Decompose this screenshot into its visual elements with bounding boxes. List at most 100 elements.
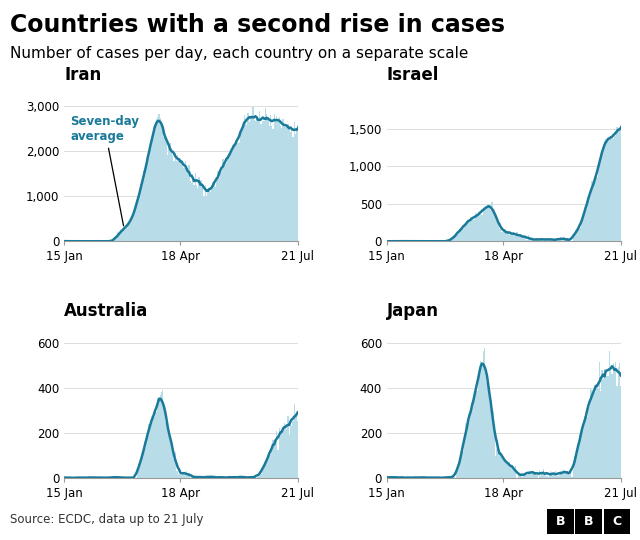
Bar [193, 185, 195, 241]
Bar [548, 239, 549, 241]
Bar [545, 239, 547, 241]
Bar [499, 451, 500, 478]
Bar [556, 476, 557, 478]
Bar [295, 134, 296, 241]
Bar [193, 477, 195, 478]
Bar [247, 113, 248, 241]
Bar [579, 435, 580, 478]
Bar [565, 474, 566, 478]
Bar [574, 235, 575, 241]
Bar [188, 171, 189, 241]
Bar [145, 168, 146, 241]
Bar [509, 462, 510, 478]
Bar [290, 132, 291, 241]
Bar [281, 128, 282, 241]
Bar [244, 119, 246, 241]
Bar [175, 153, 176, 241]
Bar [467, 428, 468, 478]
Bar [141, 455, 142, 478]
Bar [548, 477, 549, 478]
Bar [505, 462, 506, 478]
Bar [410, 477, 412, 478]
Bar [101, 477, 102, 478]
Bar [88, 477, 90, 478]
Bar [92, 477, 93, 478]
Bar [180, 159, 181, 241]
Bar [164, 422, 166, 478]
Bar [138, 464, 140, 478]
Bar [577, 455, 578, 478]
Bar [580, 436, 581, 478]
Bar [569, 475, 570, 478]
Bar [612, 139, 614, 241]
Bar [202, 477, 204, 478]
Bar [397, 477, 399, 478]
Bar [515, 467, 516, 478]
Bar [159, 114, 160, 241]
Bar [525, 472, 526, 478]
Bar [590, 389, 591, 478]
Bar [278, 117, 280, 241]
Bar [148, 424, 150, 478]
Bar [515, 235, 516, 241]
Bar [584, 416, 585, 478]
Bar [185, 161, 186, 241]
Bar [291, 128, 292, 241]
Bar [610, 138, 611, 241]
Bar [202, 186, 204, 241]
Bar [142, 183, 143, 241]
Bar [588, 197, 589, 241]
Bar [607, 138, 609, 241]
Bar [489, 204, 490, 241]
Bar [107, 477, 108, 478]
Bar [150, 146, 151, 241]
Bar [217, 477, 218, 478]
Bar [265, 462, 266, 478]
Bar [159, 397, 160, 478]
Bar [465, 423, 467, 478]
Bar [290, 420, 291, 478]
Bar [545, 471, 547, 478]
Bar [508, 466, 509, 478]
Bar [556, 240, 557, 241]
Bar [264, 121, 265, 241]
Bar [176, 161, 177, 241]
Bar [615, 136, 616, 241]
Bar [271, 449, 272, 478]
Bar [260, 124, 261, 241]
Bar [269, 453, 270, 478]
Bar [96, 477, 97, 478]
Bar [214, 183, 215, 241]
Bar [535, 472, 536, 478]
Bar [223, 161, 225, 241]
Bar [609, 138, 610, 241]
Text: Iran: Iran [64, 65, 101, 84]
Bar [152, 421, 154, 478]
Bar [167, 156, 168, 241]
Bar [514, 235, 515, 241]
Bar [161, 123, 162, 241]
Text: Seven-day
average: Seven-day average [70, 115, 140, 226]
Bar [611, 374, 612, 478]
Bar [298, 125, 299, 241]
Bar [563, 238, 564, 241]
Bar [133, 213, 134, 241]
Bar [470, 218, 471, 241]
Bar [173, 458, 175, 478]
Bar [599, 163, 600, 241]
Bar [162, 127, 163, 241]
Bar [121, 232, 122, 241]
Bar [285, 428, 286, 478]
Bar [235, 144, 236, 241]
Bar [495, 456, 496, 478]
Bar [524, 238, 525, 241]
Bar [272, 129, 273, 241]
Bar [485, 372, 486, 478]
Bar [211, 186, 212, 241]
Bar [504, 459, 505, 478]
Bar [163, 408, 164, 478]
Bar [204, 195, 205, 241]
Bar [544, 473, 545, 478]
Bar [495, 217, 496, 241]
Bar [500, 453, 501, 478]
